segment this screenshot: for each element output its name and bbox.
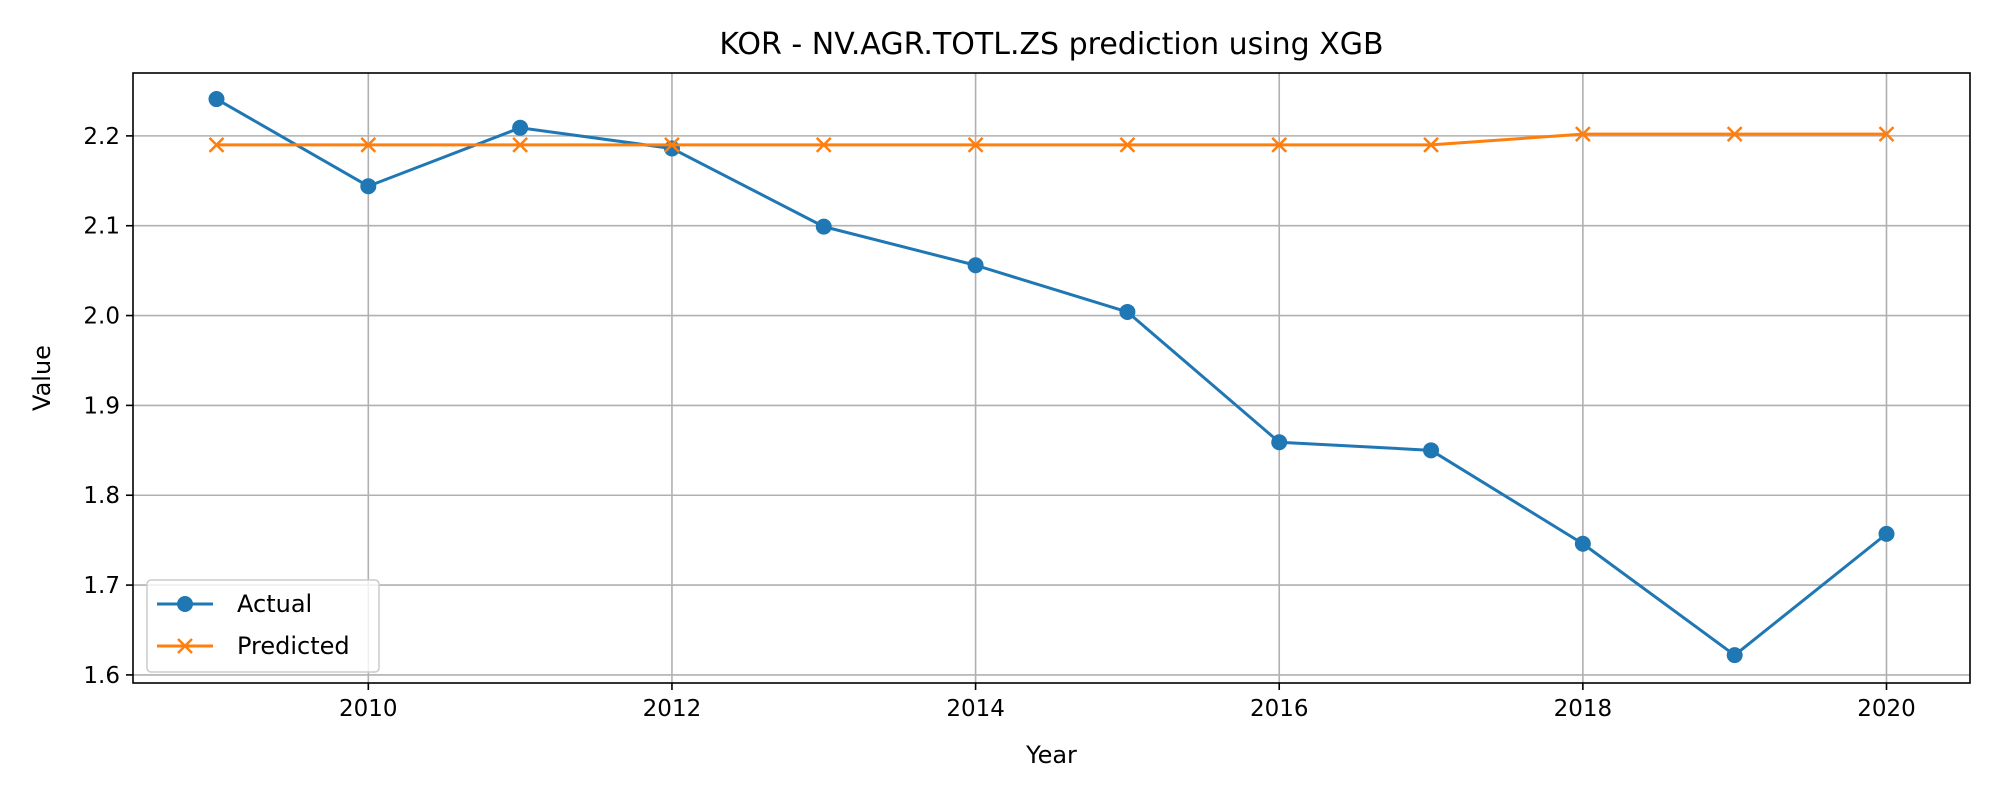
data-point-actual xyxy=(663,140,680,157)
axis-ticks: 2010 2012 2014 2016 2018 2020 1.6 1.7 1.8 1.9 2.0 2… xyxy=(83,124,1915,722)
data-point-predicted xyxy=(1726,126,1743,142)
y-tick-label: 1.9 xyxy=(83,393,120,419)
data-point-actual xyxy=(208,91,225,108)
chart-title: KOR - NV.AGR.TOTL.ZS prediction using XG… xyxy=(719,27,1383,62)
series-predicted xyxy=(208,126,1895,153)
plot-area-frame xyxy=(132,72,1971,684)
y-tick-label: 2.2 xyxy=(83,124,120,150)
legend-label-predicted: Predicted xyxy=(237,632,350,660)
data-point-predicted xyxy=(815,136,832,153)
data-point-actual xyxy=(1878,525,1895,542)
legend-marker-predicted xyxy=(177,638,193,654)
data-point-actual xyxy=(815,218,832,235)
y-axis-label: Value xyxy=(28,345,56,411)
data-point-actual xyxy=(967,257,984,274)
data-point-predicted xyxy=(512,136,529,153)
x-tick-label: 2014 xyxy=(946,696,1005,722)
grid xyxy=(133,73,1970,683)
x-tick-label: 2018 xyxy=(1554,696,1613,722)
legend: Actual Predicted xyxy=(146,579,380,673)
data-point-actual xyxy=(360,178,377,195)
data-point-actual xyxy=(1726,647,1743,664)
x-tick-label: 2016 xyxy=(1250,696,1309,722)
data-point-predicted xyxy=(1119,136,1136,153)
data-point-predicted xyxy=(360,136,377,153)
data-point-predicted xyxy=(1574,126,1591,142)
data-point-actual xyxy=(1423,442,1440,459)
data-point-predicted xyxy=(664,136,680,153)
series-actual xyxy=(208,91,1895,664)
data-point-predicted xyxy=(1271,136,1288,153)
y-tick-label: 2.1 xyxy=(83,214,120,240)
data-point-predicted xyxy=(1878,126,1895,142)
data-point-actual xyxy=(512,119,529,136)
x-axis-label: Year xyxy=(1025,741,1077,769)
data-point-actual xyxy=(1271,434,1288,451)
x-tick-label: 2012 xyxy=(643,696,702,722)
y-tick-label: 2.0 xyxy=(83,304,120,330)
series-line-predicted xyxy=(216,132,1887,147)
series-line-actual xyxy=(215,97,1888,657)
y-tick-label: 1.8 xyxy=(83,483,120,509)
legend-marker-actual xyxy=(177,596,193,612)
data-point-predicted xyxy=(1423,136,1439,153)
series-layer xyxy=(208,91,1895,664)
data-point-actual xyxy=(1119,303,1136,320)
x-tick-label: 2020 xyxy=(1857,696,1916,722)
data-point-predicted xyxy=(208,136,225,153)
legend-label-actual: Actual xyxy=(237,590,312,618)
x-tick-label: 2010 xyxy=(339,696,398,722)
data-point-predicted xyxy=(967,136,984,153)
y-tick-label: 1.7 xyxy=(83,573,120,599)
y-tick-label: 1.6 xyxy=(83,663,120,689)
data-point-actual xyxy=(1574,535,1591,552)
